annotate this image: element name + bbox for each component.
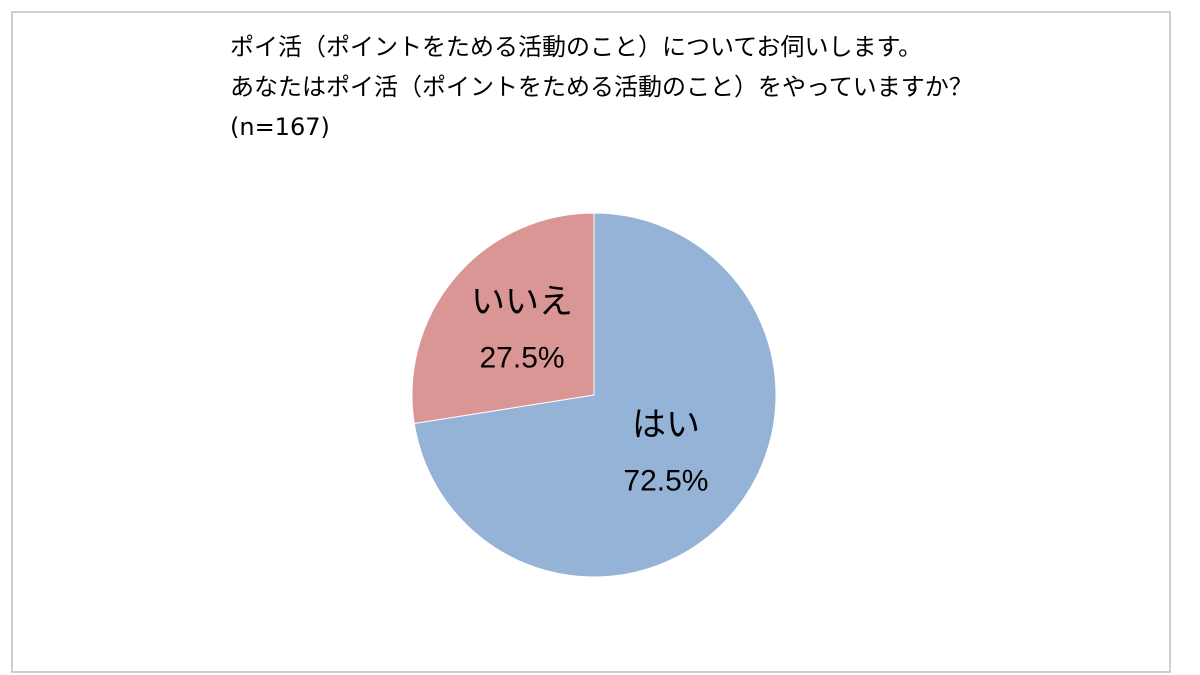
slice-label: はい (632, 405, 700, 445)
pie-slice (411, 212, 595, 425)
slice-label: いいえ (471, 282, 573, 322)
chart-subtitle: (n=167) (230, 113, 330, 141)
chart-title: ポイ活（ポイントをためる活動のこと）についてお伺いします。 (230, 33, 922, 61)
data-label: 72.5% (623, 464, 708, 497)
chart-title: あなたはポイ活（ポイントをためる活動のこと）をやっていますか？ (230, 73, 973, 101)
pie-slice (413, 212, 777, 578)
data-label: 27.5% (479, 341, 564, 374)
